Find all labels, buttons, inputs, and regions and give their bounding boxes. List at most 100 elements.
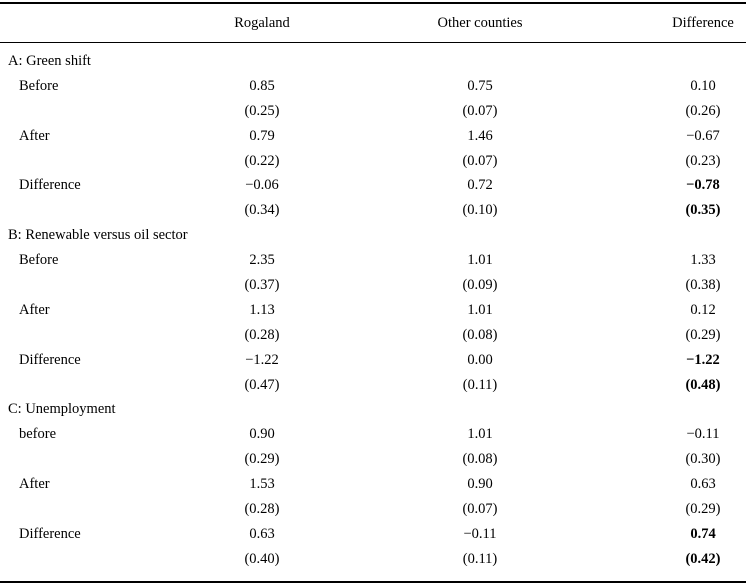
table-row: (0.34) (0.10) (0.35)	[0, 198, 746, 223]
row-label: Before	[19, 252, 59, 269]
cell-value: (0.38)	[685, 276, 721, 293]
cell-value: 1.13	[249, 301, 275, 318]
table-row: (0.37) (0.09) (0.38)	[0, 273, 746, 298]
row-label: Before	[19, 77, 59, 94]
row-label	[0, 273, 224, 298]
table-row: (0.47) (0.11) (0.48)	[0, 373, 746, 398]
table-row: before 0.90 1.01 −0.11	[0, 422, 746, 447]
cell-value: −0.11	[463, 525, 497, 542]
cell-value: (0.29)	[685, 326, 721, 343]
table-row: Difference −1.22 0.00 −1.22	[0, 348, 746, 373]
table-row: Difference 0.63 −0.11 0.74	[0, 522, 746, 547]
cell-value: 0.63	[249, 525, 275, 542]
cell-value: (0.29)	[685, 500, 721, 517]
cell-value: (0.30)	[685, 451, 721, 468]
cell-value: (0.11)	[462, 376, 498, 393]
cell-value: 0.90	[249, 426, 275, 443]
cell-value: −0.11	[686, 426, 720, 443]
cell-value: (0.35)	[685, 202, 721, 219]
cell-value: (0.22)	[244, 152, 280, 169]
row-label	[0, 547, 224, 582]
cell-value: 0.90	[467, 476, 493, 493]
cell-value: (0.23)	[685, 152, 721, 169]
cell-value: 1.01	[467, 252, 493, 269]
cell-value: 0.79	[249, 127, 275, 144]
row-label	[0, 497, 224, 522]
cell-value: (0.34)	[244, 202, 280, 219]
cell-value: 1.46	[467, 127, 493, 144]
cell-value: (0.48)	[685, 376, 721, 393]
panel-title: A: Green shift	[8, 52, 91, 69]
cell-value: 1.01	[467, 301, 493, 318]
row-label	[0, 99, 224, 124]
header-other-counties: Other counties	[300, 3, 660, 43]
table-row: After 1.53 0.90 0.63	[0, 472, 746, 497]
table-row: (0.29) (0.08) (0.30)	[0, 447, 746, 472]
cell-value: −0.67	[686, 127, 720, 144]
table-row: (0.25) (0.07) (0.26)	[0, 99, 746, 124]
header-difference: Difference	[660, 3, 746, 43]
cell-value: (0.08)	[462, 451, 498, 468]
cell-value: 0.63	[690, 476, 716, 493]
cell-value: 0.12	[690, 301, 716, 318]
cell-value: 0.75	[467, 77, 493, 94]
header-empty-cell	[0, 3, 224, 43]
table-row: (0.28) (0.07) (0.29)	[0, 497, 746, 522]
cell-value: −1.22	[245, 351, 279, 368]
cell-value: (0.09)	[462, 276, 498, 293]
header-row: Rogaland Other counties Difference	[0, 3, 746, 43]
row-label	[0, 447, 224, 472]
table-row: Difference −0.06 0.72 −0.78	[0, 173, 746, 198]
cell-value: (0.47)	[244, 376, 280, 393]
header-rogaland: Rogaland	[224, 3, 300, 43]
table-body: A: Green shift Before 0.85 0.75 0.10 (0.25) (0…	[0, 43, 746, 582]
cell-value: (0.42)	[685, 550, 721, 567]
cell-value: (0.37)	[244, 276, 280, 293]
panel-title: B: Renewable versus oil sector	[8, 227, 188, 244]
table-row: Before 0.85 0.75 0.10	[0, 74, 746, 99]
cell-value: −0.06	[245, 177, 279, 194]
table-row: After 0.79 1.46 −0.67	[0, 124, 746, 149]
row-label: Difference	[19, 177, 81, 194]
panel-title: C: Unemployment	[8, 401, 116, 418]
cell-value: (0.11)	[462, 550, 498, 567]
cell-value: (0.07)	[462, 152, 498, 169]
cell-value: (0.28)	[244, 326, 280, 343]
cell-value: (0.07)	[462, 102, 498, 119]
cell-value: 0.72	[467, 177, 493, 194]
table-row: Before 2.35 1.01 1.33	[0, 248, 746, 273]
table-row: (0.28) (0.08) (0.29)	[0, 323, 746, 348]
cell-value: 0.00	[467, 351, 493, 368]
cell-value: (0.07)	[462, 500, 498, 517]
cell-value: 2.35	[249, 252, 275, 269]
table-header: Rogaland Other counties Difference	[0, 3, 746, 43]
cell-value: 0.74	[690, 525, 716, 542]
row-label	[0, 149, 224, 174]
row-label: Difference	[19, 351, 81, 368]
row-label: After	[19, 476, 50, 493]
cell-value: 0.85	[249, 77, 275, 94]
row-label	[0, 373, 224, 398]
table-row: After 1.13 1.01 0.12	[0, 298, 746, 323]
cell-value: (0.40)	[244, 550, 280, 567]
cell-value: (0.08)	[462, 326, 498, 343]
cell-value: 1.01	[467, 426, 493, 443]
table-row: (0.22) (0.07) (0.23)	[0, 149, 746, 174]
row-label	[0, 323, 224, 348]
cell-value: (0.29)	[244, 451, 280, 468]
panel-title-row: A: Green shift	[0, 43, 746, 74]
cell-value: (0.10)	[462, 202, 498, 219]
panel-title-row: B: Renewable versus oil sector	[0, 223, 746, 248]
cell-value: (0.28)	[244, 500, 280, 517]
row-label	[0, 198, 224, 223]
cell-value: (0.25)	[244, 102, 280, 119]
cell-value: 0.10	[690, 77, 716, 94]
row-label: After	[19, 301, 50, 318]
row-label: Difference	[19, 525, 81, 542]
cell-value: (0.26)	[685, 102, 721, 119]
panel-title-row: C: Unemployment	[0, 397, 746, 422]
cell-value: −0.78	[686, 177, 720, 194]
cell-value: −1.22	[686, 351, 720, 368]
